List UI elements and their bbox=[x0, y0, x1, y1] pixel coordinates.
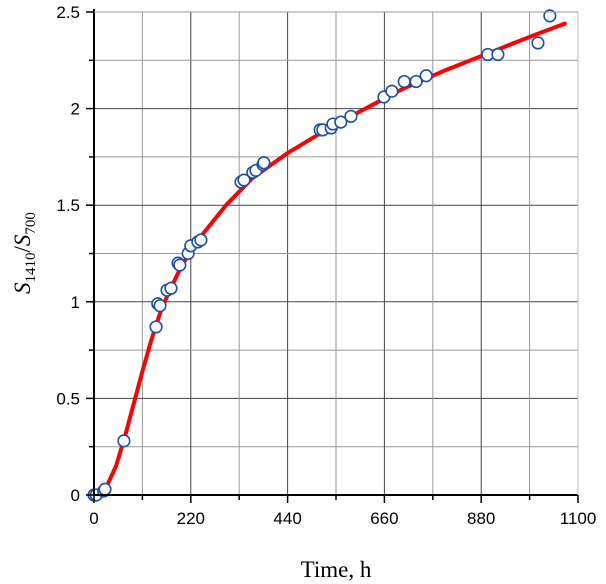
x-tick-label: 1100 bbox=[560, 509, 597, 528]
data-points-group bbox=[87, 9, 557, 502]
x-tick-label: 660 bbox=[370, 509, 398, 528]
data-point bbox=[117, 434, 131, 448]
data-point bbox=[173, 258, 187, 272]
y-tick-label: 1 bbox=[71, 293, 80, 312]
y-tick-label: 0.5 bbox=[56, 389, 80, 408]
fit-curve-group bbox=[96, 21, 567, 497]
x-tick-label: 440 bbox=[273, 509, 301, 528]
y-tick-label: 1.5 bbox=[56, 196, 80, 215]
data-point bbox=[237, 173, 251, 187]
data-point bbox=[385, 84, 399, 98]
data-point bbox=[98, 482, 112, 496]
x-axis-label: Time, h bbox=[301, 557, 372, 582]
data-point bbox=[543, 9, 557, 23]
data-point bbox=[153, 299, 167, 313]
data-point bbox=[344, 109, 358, 123]
data-point bbox=[397, 74, 411, 89]
y-tick-label: 0 bbox=[71, 486, 80, 505]
axes bbox=[86, 9, 579, 503]
data-point bbox=[164, 281, 178, 295]
y-tick-label: 2.5 bbox=[56, 3, 80, 22]
x-tick-label: 220 bbox=[177, 509, 205, 528]
y-axis-label: S1410/S700 bbox=[10, 212, 39, 294]
grid bbox=[94, 11, 579, 495]
y-tick-labels: 0 0.5 1 1.5 2 2.5 bbox=[56, 3, 80, 505]
data-point bbox=[409, 74, 423, 89]
x-tick-label: 880 bbox=[467, 509, 495, 528]
x-tick-label: 0 bbox=[89, 509, 98, 528]
fit-curve bbox=[96, 21, 567, 497]
y-tick-label: 2 bbox=[71, 100, 80, 119]
x-tick-labels: 0 220 440 660 880 1100 bbox=[89, 509, 596, 528]
data-point bbox=[419, 69, 433, 83]
data-point bbox=[491, 47, 505, 62]
data-point bbox=[194, 233, 208, 247]
data-point bbox=[149, 320, 163, 334]
data-point bbox=[334, 115, 348, 129]
data-point bbox=[531, 36, 545, 50]
data-point bbox=[257, 156, 271, 170]
